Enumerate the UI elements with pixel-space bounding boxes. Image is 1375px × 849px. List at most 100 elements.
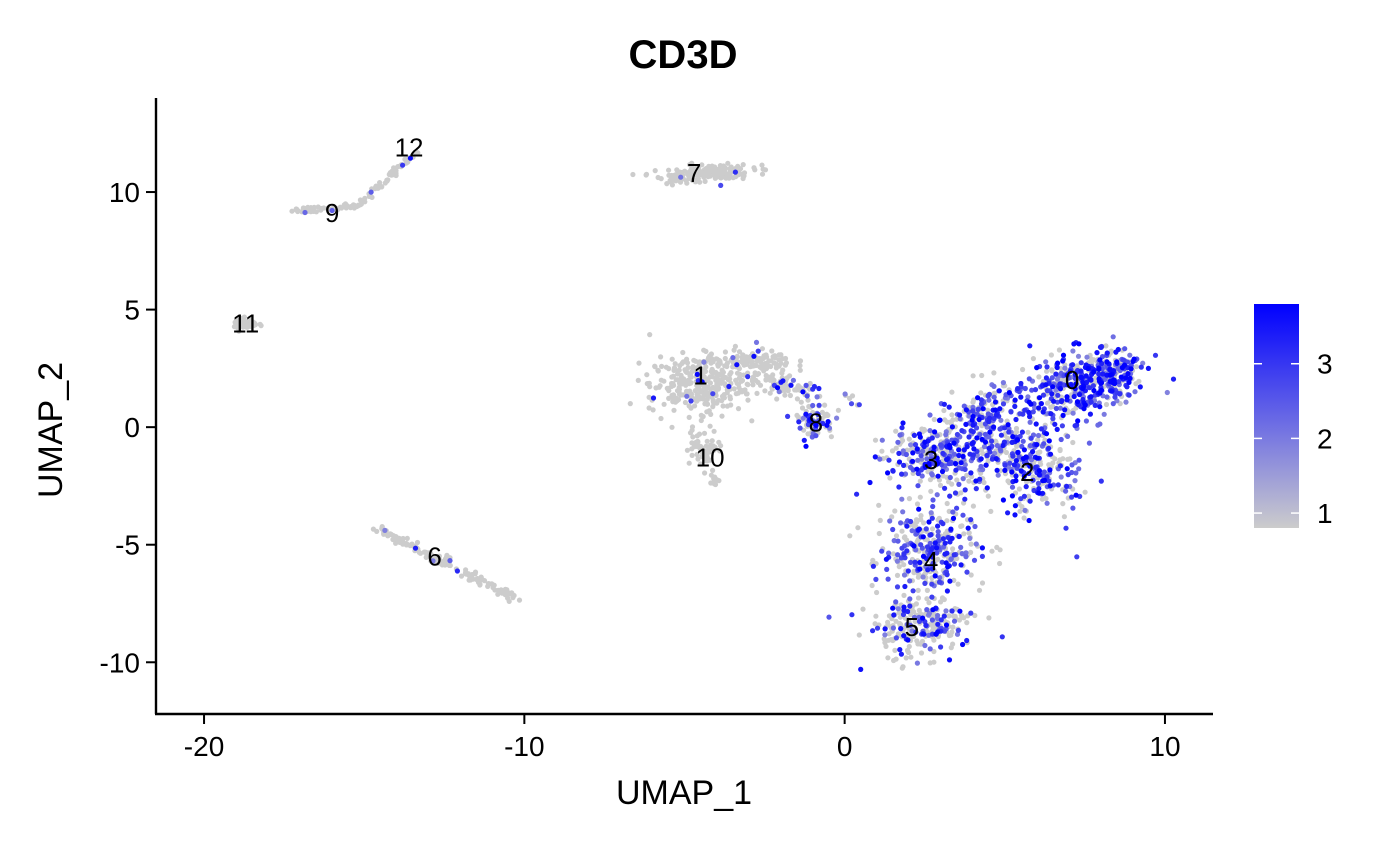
x-tick-label: 0: [837, 731, 853, 762]
data-point: [876, 530, 882, 537]
data-point: [873, 613, 879, 619]
data-point: [661, 401, 667, 407]
data-point: [769, 386, 775, 392]
cluster-label: 3: [924, 445, 938, 475]
data-point: [803, 443, 809, 449]
data-point: [702, 178, 708, 184]
data-point: [745, 374, 751, 380]
data-point: [932, 573, 938, 579]
data-point: [647, 332, 653, 338]
data-point: [725, 377, 731, 383]
data-point: [860, 606, 866, 612]
data-point: [811, 383, 818, 390]
data-point: [1049, 367, 1055, 373]
data-point: [996, 388, 1002, 394]
data-point: [357, 197, 363, 203]
data-point: [917, 566, 923, 572]
data-point: [1030, 477, 1036, 483]
data-point: [965, 525, 971, 531]
data-point: [944, 572, 950, 578]
data-point: [908, 518, 914, 525]
data-point: [924, 596, 930, 602]
data-point: [687, 371, 694, 377]
data-point: [950, 515, 957, 522]
data-point: [734, 380, 740, 386]
data-point: [813, 433, 819, 439]
data-point: [1078, 368, 1084, 374]
data-point: [956, 452, 962, 459]
data-point: [763, 377, 769, 383]
data-point: [970, 373, 976, 379]
data-point: [944, 588, 951, 594]
data-point: [1064, 466, 1070, 472]
data-point: [465, 572, 471, 578]
data-point: [1096, 378, 1103, 384]
data-point: [782, 362, 789, 368]
data-point: [979, 580, 986, 586]
data-point: [901, 604, 907, 610]
data-point: [719, 373, 726, 379]
data-point: [914, 660, 921, 666]
colorbar-ticks: 1 2 3: [1254, 349, 1333, 529]
data-point: [856, 402, 862, 408]
data-point: [934, 461, 941, 467]
data-point: [664, 385, 670, 391]
data-point: [1046, 478, 1052, 484]
data-point: [796, 419, 802, 425]
data-point: [475, 576, 481, 582]
data-point: [1026, 409, 1032, 415]
data-point: [388, 172, 395, 178]
data-point: [814, 394, 820, 400]
data-point: [239, 320, 245, 327]
data-point: [684, 369, 690, 375]
data-point: [1052, 421, 1058, 427]
data-point: [927, 660, 933, 666]
data-point: [719, 413, 725, 419]
data-point: [682, 399, 689, 406]
data-point: [1000, 497, 1007, 503]
data-point: [967, 535, 973, 542]
data-point: [1041, 469, 1047, 475]
data-point: [1046, 438, 1052, 444]
data-point: [939, 559, 945, 565]
data-point: [708, 411, 714, 417]
data-point: [890, 605, 896, 611]
data-point: [955, 581, 961, 587]
data-point: [1060, 352, 1067, 358]
data-point: [943, 622, 950, 628]
data-point: [1128, 366, 1134, 372]
data-point: [974, 435, 980, 441]
data-point: [909, 528, 915, 534]
data-point: [944, 456, 950, 463]
data-point: [700, 370, 706, 376]
data-point: [1011, 462, 1018, 468]
data-point: [800, 389, 806, 395]
data-point: [964, 569, 970, 575]
data-point: [785, 413, 791, 419]
data-point: [1027, 414, 1033, 420]
data-point: [671, 172, 677, 179]
data-point: [855, 525, 861, 531]
data-point: [896, 484, 902, 490]
data-point: [914, 501, 921, 507]
data-point: [914, 446, 920, 452]
data-point: [918, 650, 925, 656]
data-point: [1018, 468, 1024, 474]
data-point: [1063, 525, 1069, 531]
data-point: [924, 607, 930, 613]
data-point: [1086, 385, 1093, 391]
data-point: [430, 558, 436, 564]
data-point: [669, 356, 675, 362]
data-point: [951, 577, 957, 584]
data-point: [938, 617, 944, 623]
colorbar-tick-label: 1: [1317, 498, 1333, 529]
data-point: [710, 467, 716, 473]
data-point: [492, 587, 498, 593]
data-point: [826, 614, 832, 620]
data-point: [943, 560, 949, 566]
data-point: [670, 373, 677, 379]
data-point: [506, 598, 512, 605]
data-point: [720, 403, 726, 409]
data-point: [725, 174, 731, 180]
